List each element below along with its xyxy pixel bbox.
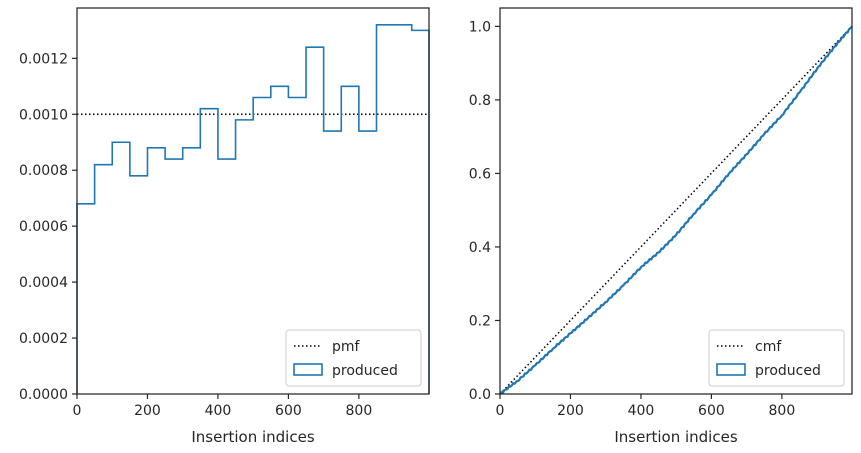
legend: cmf produced (708, 329, 845, 387)
y-tick-label: 0.0008 (19, 163, 68, 179)
y-tick-label: 0.0000 (19, 387, 68, 403)
cmf-line-panel: 0 200 400 600 800 0.0 0.2 0.4 0.6 0.8 1.0 Insertion… (469, 7, 853, 446)
legend-produced-swatch (716, 363, 746, 376)
legend: pmf produced (285, 329, 422, 387)
legend-produced-swatch (293, 363, 323, 376)
pmf-histogram-panel: 0 200 400 600 800 0.0000 0.0002 0.0004 0.0006 0.0… (19, 7, 430, 446)
legend-box (285, 329, 422, 387)
axes-frame (499, 7, 853, 395)
axes-frame (76, 7, 430, 395)
x-tick-label: 400 (205, 403, 232, 419)
legend-produced-label: produced (755, 363, 821, 379)
produced-histogram-step (76, 23, 430, 394)
x-axis-label: Insertion indices (191, 428, 314, 446)
y-tick-label: 0.0002 (19, 331, 68, 347)
x-tick-label: 0 (496, 403, 505, 419)
y-tick-label: 0.6 (469, 166, 491, 182)
legend-produced-label: produced (332, 363, 398, 379)
y-tick-label: 1.0 (469, 19, 491, 35)
legend-pmf-label: pmf (332, 339, 361, 355)
legend-cmf-label: cmf (755, 339, 782, 355)
y-tick-label: 0.2 (469, 313, 491, 329)
x-tick-label: 200 (557, 403, 584, 419)
y-tick-label: 0.8 (469, 93, 491, 109)
x-tick-label: 600 (275, 403, 302, 419)
cmf-reference-line (499, 25, 853, 395)
y-tick-label: 0.0012 (19, 51, 68, 67)
x-tick-label: 600 (698, 403, 725, 419)
y-tick-label: 0.0 (469, 387, 491, 403)
y-tick-label: 0.0004 (19, 275, 68, 291)
x-tick-label: 800 (769, 403, 796, 419)
legend-box (708, 329, 845, 387)
y-tick-label: 0.0010 (19, 107, 68, 123)
y-tick-label: 0.0006 (19, 219, 68, 235)
x-tick-label: 200 (134, 403, 161, 419)
x-axis-label: Insertion indices (614, 428, 737, 446)
x-tick-label: 800 (346, 403, 373, 419)
produced-cdf-line (499, 25, 853, 395)
y-tick-label: 0.4 (469, 240, 491, 256)
x-tick-label: 400 (628, 403, 655, 419)
x-tick-label: 0 (73, 403, 82, 419)
